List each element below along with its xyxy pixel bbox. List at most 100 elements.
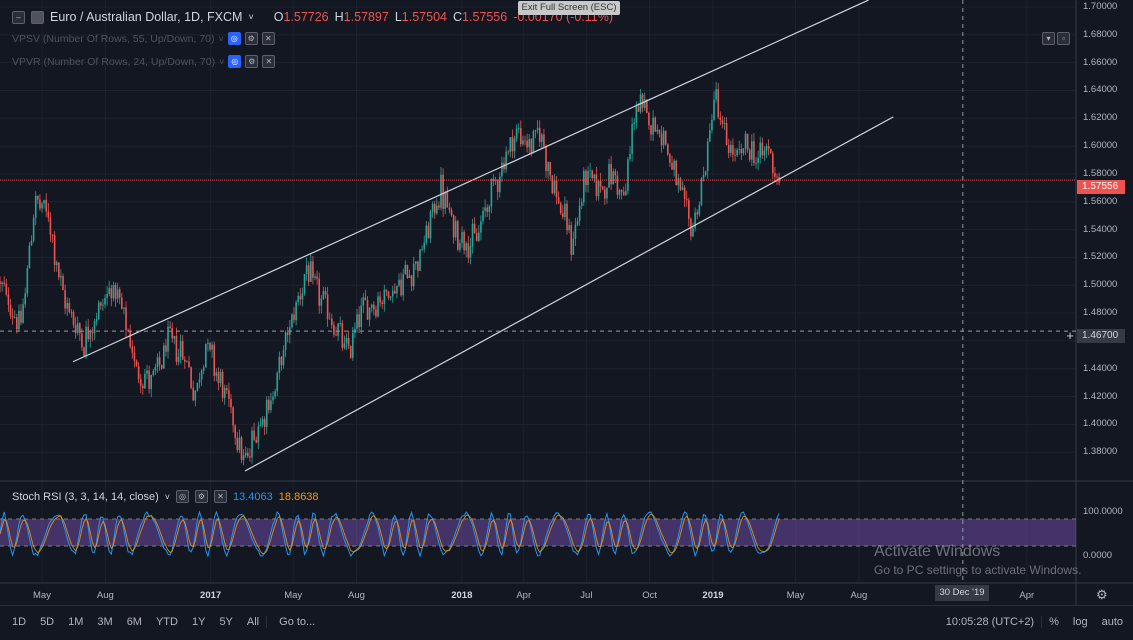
time-tick-label: May <box>33 590 51 601</box>
candle <box>597 180 600 201</box>
candle <box>276 371 279 397</box>
candle <box>345 333 348 350</box>
candle-body <box>299 295 302 300</box>
candle <box>444 190 447 215</box>
candle-body <box>97 302 100 319</box>
range-6m[interactable]: 6M <box>126 615 142 628</box>
candle <box>22 298 24 324</box>
settings-icon[interactable]: ⚙ <box>195 490 209 503</box>
candle-body <box>673 160 675 170</box>
candle-body <box>631 124 633 154</box>
candle-body <box>28 245 31 269</box>
candle <box>763 146 766 161</box>
exit-fullscreen-button[interactable]: Exit Full Screen (ESC) <box>518 1 620 15</box>
stoch-rsi-d-line <box>0 513 780 555</box>
chevron-down-icon[interactable]: ˅ <box>248 12 254 22</box>
candle <box>406 264 409 279</box>
candle-body <box>765 146 768 151</box>
candle <box>509 136 512 158</box>
candle <box>64 284 66 315</box>
plus-icon[interactable]: + <box>1066 328 1074 343</box>
clock[interactable]: 10:05:28 (UTC+2) <box>945 615 1035 628</box>
chevron-down-icon[interactable]: ˅ <box>164 491 171 502</box>
candle-body <box>165 345 167 352</box>
candle-body <box>366 300 369 320</box>
candle-body <box>20 310 22 323</box>
candle-body <box>349 345 352 358</box>
candle-body <box>419 249 421 271</box>
candle <box>631 117 633 162</box>
chevron-down-icon[interactable]: ˅ <box>218 33 224 44</box>
candle-body <box>272 396 274 401</box>
percent-toggle[interactable]: % <box>1041 615 1066 628</box>
price-tick-label: 1.66000 <box>1083 56 1118 68</box>
candle <box>730 140 732 157</box>
candle <box>79 322 81 341</box>
candle <box>759 136 762 164</box>
candle <box>727 138 730 159</box>
candle-body <box>601 186 604 190</box>
settings-icon[interactable]: ⚙ <box>245 55 259 68</box>
candle <box>337 322 339 341</box>
chevron-down-icon[interactable]: ˅ <box>219 56 225 67</box>
candle <box>394 283 396 295</box>
eye-icon[interactable]: ◎ <box>176 490 190 503</box>
crosshair-price-badge: 1.46700 <box>1077 329 1125 343</box>
candle <box>677 173 680 193</box>
candle-body <box>438 205 440 208</box>
candle-body <box>736 149 738 156</box>
log-toggle[interactable]: log <box>1072 615 1088 628</box>
indicator-vpvr[interactable]: VPVR (Number Of Rows, 24, Up/Down, 70) ˅… <box>12 55 276 68</box>
eye-icon[interactable]: ◎ <box>227 32 241 45</box>
range-1d[interactable]: 1D <box>12 615 27 628</box>
close-icon[interactable]: ✕ <box>262 55 276 68</box>
close-icon[interactable]: ✕ <box>261 32 275 45</box>
range-1y[interactable]: 1Y <box>191 615 206 628</box>
stoch-rsi-legend[interactable]: Stoch RSI (3, 3, 14, 14, close) ˅ ◎ ⚙ ✕ … <box>12 490 319 503</box>
candle <box>253 422 255 442</box>
candle <box>333 321 335 338</box>
candle-body <box>226 388 228 391</box>
collapse-pane-icon[interactable]: ▾ <box>1042 32 1055 45</box>
candle-body <box>3 282 6 284</box>
range-ytd[interactable]: YTD <box>155 615 178 628</box>
candle <box>125 301 127 338</box>
range-all[interactable]: All <box>246 615 260 628</box>
candle <box>419 248 421 272</box>
gear-icon[interactable]: ⚙ <box>1096 587 1108 602</box>
candle-body <box>368 307 371 320</box>
candle <box>297 292 300 306</box>
candle <box>259 417 262 427</box>
candle <box>633 118 636 131</box>
candle-body <box>698 205 701 215</box>
goto-button[interactable]: Go to... <box>266 615 322 628</box>
candle <box>751 134 753 167</box>
candle <box>26 265 29 297</box>
settings-icon[interactable]: ⚙ <box>244 32 258 45</box>
candle-body <box>381 302 384 304</box>
eye-icon[interactable]: ◎ <box>228 55 242 68</box>
candle-body <box>564 203 566 218</box>
price-tick-label: 1.42000 <box>1083 390 1118 402</box>
range-1m[interactable]: 1M <box>68 615 84 628</box>
range-5d[interactable]: 5D <box>40 615 55 628</box>
candle <box>366 296 369 321</box>
symbol-title[interactable]: Euro / Australian Dollar, 1D, FXCM <box>50 10 243 24</box>
candle-body <box>316 276 318 279</box>
candle <box>593 173 596 183</box>
candle-body <box>469 246 472 258</box>
indicator-vpsv[interactable]: VPSV (Number Of Rows, 55, Up/Down, 70) ˅… <box>12 32 275 45</box>
range-3m[interactable]: 3M <box>97 615 113 628</box>
candle <box>146 365 148 380</box>
auto-toggle[interactable]: auto <box>1101 615 1123 628</box>
candle <box>595 166 598 201</box>
candle <box>284 330 287 358</box>
rsi-d-value: 18.8638 <box>278 490 319 503</box>
candle-body <box>702 175 705 179</box>
range-5y[interactable]: 5Y <box>219 615 233 628</box>
candle <box>39 194 41 211</box>
maximize-pane-icon[interactable]: ▫ <box>1057 32 1070 45</box>
close-icon[interactable]: ✕ <box>214 490 228 503</box>
collapse-icon[interactable]: – <box>12 10 25 24</box>
